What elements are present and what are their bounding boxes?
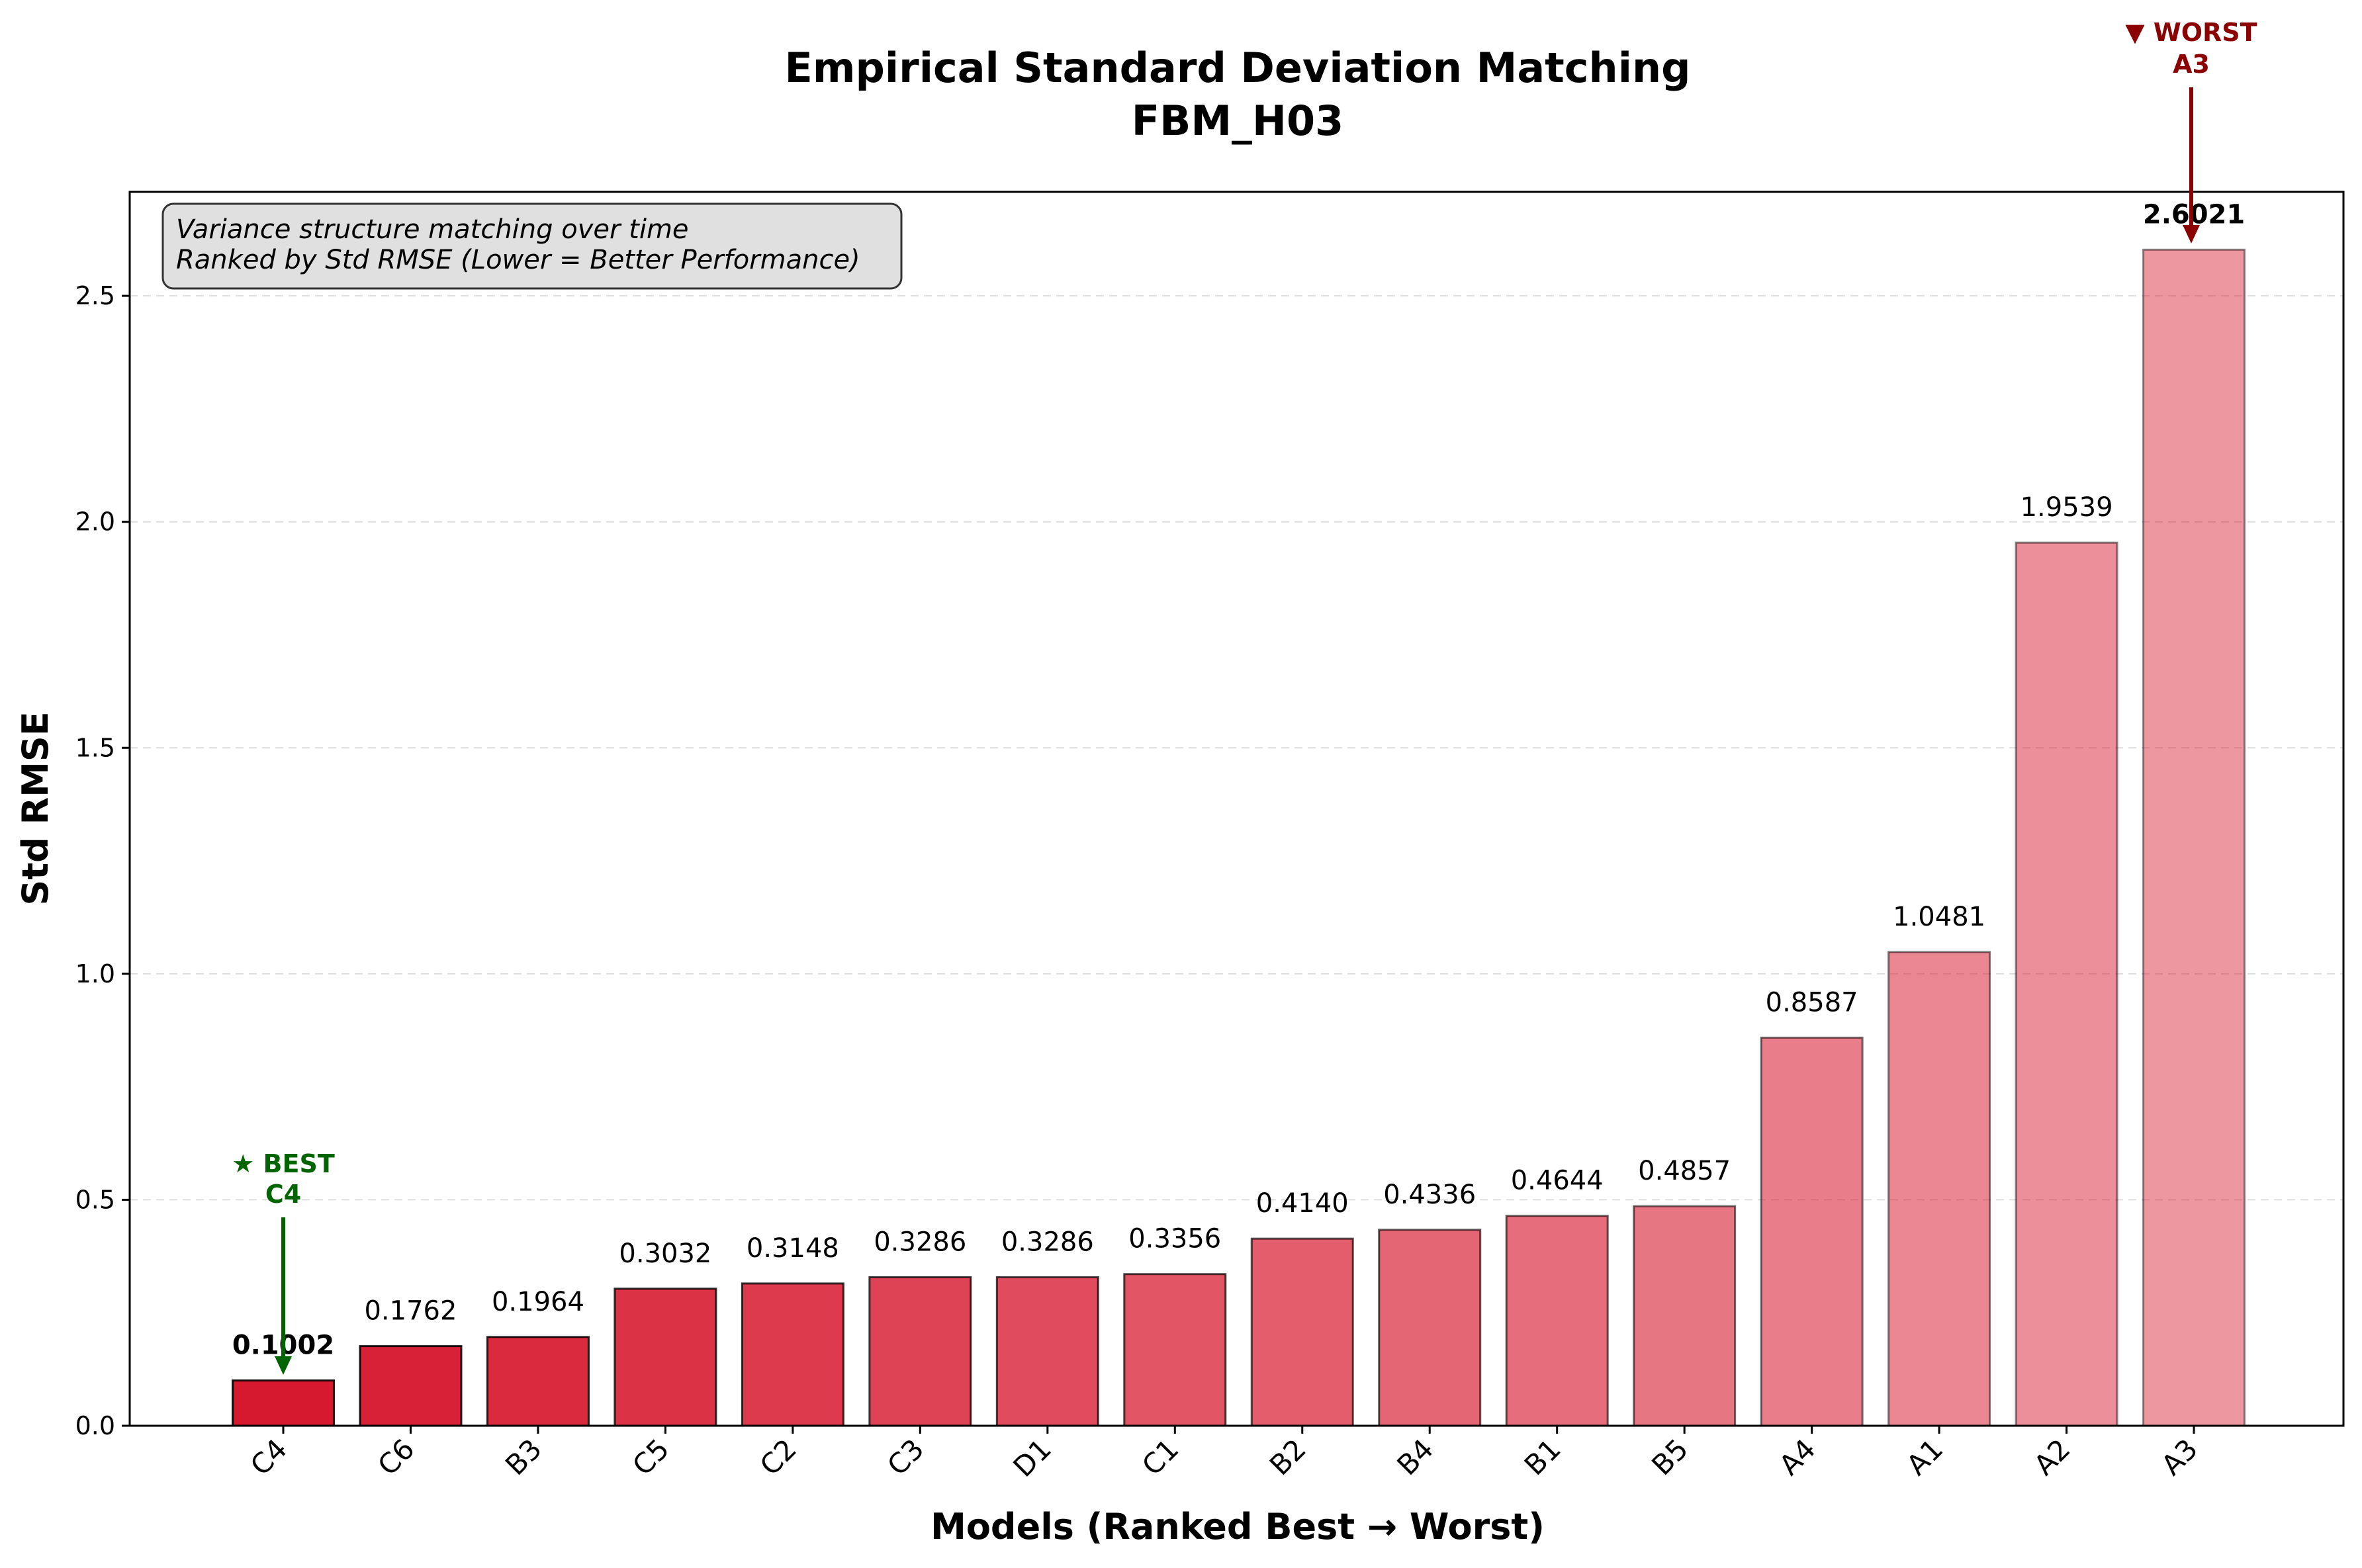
best-callout: ★ BEST C4	[232, 1149, 335, 1375]
bar-A2	[2015, 541, 2118, 1427]
bar-C3	[868, 1276, 972, 1427]
x-axis-label: Models (Ranked Best → Worst)	[931, 1506, 1545, 1547]
value-label-B1: 0.4644	[1511, 1166, 1604, 1196]
y-tick-label: 2.5	[75, 281, 115, 310]
value-label-C6: 0.1762	[364, 1296, 457, 1327]
y-tick-label: 1.5	[75, 733, 115, 762]
bar-B2	[1250, 1237, 1354, 1427]
value-label-C5: 0.3032	[619, 1239, 711, 1269]
plot-frame	[128, 191, 2345, 1427]
value-labels: 0.10020.17620.19640.30320.31480.32860.32…	[232, 199, 2245, 1360]
bar-C4	[232, 1379, 335, 1427]
bar-B3	[486, 1336, 590, 1427]
best-callout-model: C4	[265, 1180, 301, 1209]
bar-C5	[613, 1287, 717, 1427]
value-label-C3: 0.3286	[874, 1227, 966, 1258]
worst-callout-label: ▼ WORST	[2125, 18, 2257, 47]
bar-A3	[2142, 248, 2246, 1427]
bar-D1	[995, 1276, 1099, 1427]
value-label-B3: 0.1964	[492, 1287, 584, 1317]
value-label-A3: 2.6021	[2143, 199, 2245, 230]
value-label-C2: 0.3148	[747, 1233, 839, 1264]
annotation-box: Variance structure matching over time Ra…	[161, 202, 903, 290]
value-label-A2: 1.9539	[2021, 492, 2113, 523]
annotation-line-1: Variance structure matching over time	[176, 214, 689, 245]
bar-C6	[359, 1345, 463, 1427]
best-callout-label: ★ BEST	[232, 1149, 335, 1178]
annotation-box-frame	[161, 202, 903, 290]
value-label-B4: 0.4336	[1383, 1180, 1476, 1210]
bar-C2	[741, 1282, 844, 1427]
bars	[232, 248, 2246, 1427]
worst-arrow-head	[2183, 225, 2200, 243]
bar-B1	[1505, 1215, 1609, 1427]
worst-callout-model: A3	[2173, 50, 2210, 79]
value-label-B5: 0.4857	[1638, 1156, 1731, 1186]
chart-title: Empirical Standard Deviation Matching	[785, 44, 1691, 92]
bar-B4	[1378, 1229, 1482, 1427]
y-tick-label: 2.0	[75, 507, 115, 537]
value-label-C1: 0.3356	[1128, 1224, 1221, 1254]
y-tick-label: 0.5	[75, 1185, 115, 1214]
y-axis: 0.0 0.5 1.0 1.5 2.0 2.5	[75, 281, 130, 1440]
y-axis-label: Std RMSE	[15, 711, 56, 905]
bar-B5	[1633, 1205, 1737, 1427]
y-tick-label: 1.0	[75, 959, 115, 988]
worst-callout: ▼ WORST A3	[2125, 18, 2257, 243]
annotation-line-2: Ranked by Std RMSE (Lower = Better Perfo…	[176, 245, 860, 275]
bar-C1	[1123, 1273, 1227, 1427]
value-label-D1: 0.3286	[1001, 1227, 1094, 1258]
bar-A1	[1887, 951, 1991, 1427]
best-arrow-head	[275, 1356, 292, 1375]
value-label-B2: 0.4140	[1256, 1188, 1349, 1219]
chart-subtitle: FBM_H03	[1132, 97, 1343, 145]
y-tick-label: 0.0	[75, 1411, 115, 1440]
value-label-A4: 0.8587	[1766, 987, 1858, 1018]
bar-A4	[1760, 1036, 1864, 1427]
value-label-A1: 1.0481	[1893, 902, 1985, 932]
